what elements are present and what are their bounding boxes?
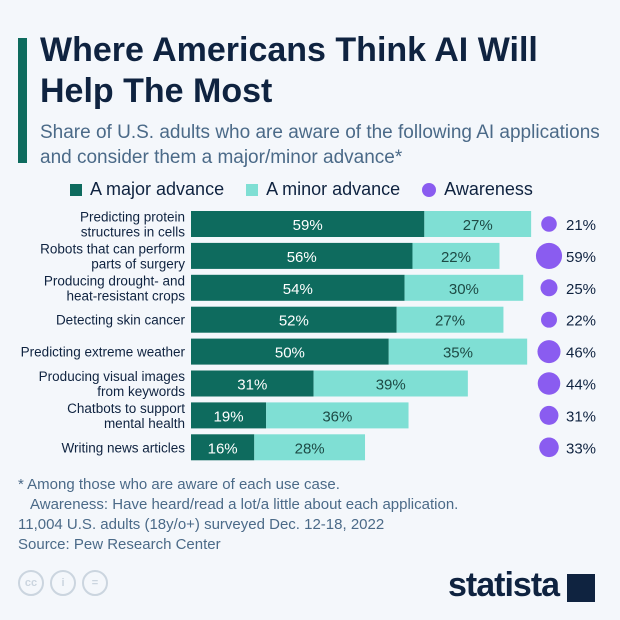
legend-label: A major advance bbox=[90, 179, 225, 199]
bar-minor bbox=[412, 242, 500, 269]
category-label: parts of surgery bbox=[91, 256, 185, 271]
awareness-dot bbox=[540, 279, 558, 297]
label-minor: 27% bbox=[435, 313, 465, 330]
awareness-label: 25% bbox=[566, 281, 596, 298]
awareness-dot bbox=[539, 405, 559, 425]
cc-icon[interactable]: cc bbox=[18, 570, 44, 596]
category-label: Writing news articles bbox=[61, 440, 185, 455]
category-label: Predicting extreme weather bbox=[21, 345, 186, 360]
logo-mark-icon bbox=[567, 573, 596, 602]
awareness-label: 59% bbox=[566, 249, 596, 266]
awareness-label: 31% bbox=[566, 408, 596, 425]
legend-swatch bbox=[422, 182, 437, 197]
label-major: 31% bbox=[237, 377, 267, 394]
legend-swatch bbox=[70, 183, 82, 196]
awareness-dot bbox=[541, 216, 557, 232]
logo-text: statista bbox=[448, 566, 560, 604]
awareness-label: 44% bbox=[566, 377, 596, 394]
accent-bar bbox=[18, 38, 27, 163]
label-minor: 30% bbox=[449, 281, 479, 298]
awareness-label: 46% bbox=[566, 345, 596, 362]
awareness-dot bbox=[537, 372, 561, 395]
bar-major bbox=[191, 370, 314, 397]
category-label: Robots that can perform bbox=[40, 241, 185, 256]
subtitle: Share of U.S. adults who are aware of th… bbox=[40, 122, 600, 168]
legend-swatch bbox=[246, 183, 259, 196]
awareness-dot bbox=[535, 242, 563, 269]
page-title: Where Americans Think AI Will Help The M… bbox=[40, 31, 538, 110]
bar-major bbox=[191, 338, 389, 365]
nd-icon[interactable]: = bbox=[82, 570, 108, 596]
notes: * Among those who are aware of each use … bbox=[18, 475, 458, 555]
label-major: 19% bbox=[214, 408, 244, 425]
label-major: 52% bbox=[279, 313, 309, 330]
label-minor: 28% bbox=[295, 440, 325, 457]
note: 11,004 U.S. adults (18y/o+) surveyed Dec… bbox=[18, 516, 385, 533]
bar-major bbox=[191, 402, 267, 429]
label-minor: 27% bbox=[463, 217, 493, 234]
bar-minor bbox=[424, 211, 532, 237]
bar-minor bbox=[254, 434, 366, 461]
awareness-label: 21% bbox=[566, 217, 596, 234]
legend-major: A major advance bbox=[70, 179, 224, 200]
category-label: Producing visual images bbox=[39, 369, 186, 384]
awareness-label: 22% bbox=[566, 313, 596, 330]
category-label: Producing drought- and bbox=[44, 273, 185, 288]
awareness-dot bbox=[541, 311, 557, 328]
legend-minor: A minor advance bbox=[246, 179, 400, 200]
awareness-label: 33% bbox=[566, 440, 596, 457]
label-major: 50% bbox=[275, 345, 305, 362]
label-minor: 39% bbox=[376, 377, 406, 394]
label-minor: 36% bbox=[322, 408, 352, 425]
bar-minor bbox=[266, 402, 409, 429]
bar-major bbox=[191, 211, 425, 237]
source: Source: Pew Research Center bbox=[18, 536, 221, 553]
label-major: 56% bbox=[287, 249, 317, 266]
label-minor: 22% bbox=[441, 249, 471, 266]
bar-major bbox=[191, 434, 255, 461]
label-minor: 35% bbox=[443, 345, 473, 362]
bar-major bbox=[191, 242, 413, 269]
legend-label: A minor advance bbox=[266, 179, 401, 199]
category-label: Detecting skin cancer bbox=[56, 313, 186, 328]
bar-minor bbox=[404, 274, 524, 301]
category-label: Chatbots to support bbox=[67, 401, 185, 416]
category-label: structures in cells bbox=[81, 225, 186, 240]
bar-minor bbox=[396, 306, 504, 333]
awareness-dot bbox=[539, 437, 559, 458]
by-icon[interactable]: i bbox=[50, 570, 76, 596]
statista-logo[interactable]: statista bbox=[448, 566, 596, 605]
bar-major bbox=[191, 274, 405, 301]
legend: A major advance A minor advance Awarenes… bbox=[70, 179, 555, 200]
label-major: 59% bbox=[293, 217, 323, 234]
category-label: Predicting protein bbox=[80, 210, 185, 225]
note: * Among those who are aware of each use … bbox=[18, 476, 340, 493]
note: Awareness: Have heard/read a lot/a littl… bbox=[30, 496, 459, 513]
awareness-dot bbox=[537, 340, 561, 364]
label-major: 54% bbox=[283, 281, 313, 298]
category-label: from keywords bbox=[97, 384, 185, 399]
legend-awareness: Awareness bbox=[422, 179, 533, 200]
bar-minor bbox=[388, 338, 528, 365]
license-icons[interactable]: cc i = bbox=[18, 570, 108, 596]
bar-major bbox=[191, 306, 397, 333]
bar-minor bbox=[313, 370, 468, 397]
legend-label: Awareness bbox=[444, 179, 533, 199]
label-major: 16% bbox=[208, 440, 238, 457]
category-label: heat-resistant crops bbox=[66, 288, 185, 303]
category-label: mental health bbox=[104, 416, 185, 431]
